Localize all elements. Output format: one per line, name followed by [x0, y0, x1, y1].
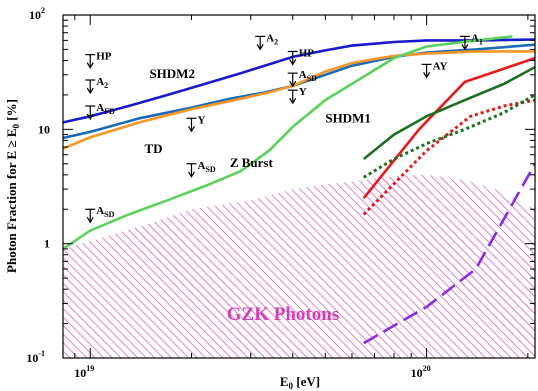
x-axis-label: E0 [eV] [280, 374, 320, 391]
y-tick-label: 102 [29, 6, 45, 22]
upper-limit-marker: Y [186, 114, 205, 133]
upper-limit-label: A2 [96, 76, 108, 90]
curve-label: SHDM2 [149, 66, 195, 81]
upper-limit-label: Y [299, 86, 307, 98]
curve-label: TD [145, 141, 163, 156]
upper-limit-label: A2 [266, 32, 278, 46]
upper-limit-label: Y [197, 114, 205, 126]
upper-limit-label: A1 [471, 32, 483, 46]
y-tick-label: 1 [44, 237, 50, 251]
upper-limit-marker: ASD [287, 69, 317, 88]
upper-limit-marker: HP [85, 51, 112, 69]
series-line-curve-8 [363, 163, 535, 345]
upper-limit-marker: Y [287, 86, 307, 105]
upper-limit-marker: ASD [85, 205, 115, 224]
upper-limit-label: ASD [96, 205, 114, 219]
series-line-curve-7 [362, 93, 535, 179]
series-line-shdm2 [63, 38, 535, 124]
upper-limit-marker: A2 [255, 32, 278, 51]
upper-limit-marker: AFD [85, 102, 115, 121]
upper-limit-marker: A1 [459, 32, 483, 51]
curve-label: Z Burst [230, 155, 274, 170]
y-tick-label: 10 [38, 122, 50, 136]
upper-limit-marker: HP [287, 47, 315, 66]
series-line-z-burst [63, 35, 513, 250]
gzk-band-label: GZK Photons [227, 304, 339, 325]
series-line-curve-6 [362, 65, 535, 161]
y-tick-label: 10-1 [26, 349, 45, 365]
upper-limit-label: ASD [197, 160, 215, 174]
curve-label: SHDM1 [325, 110, 371, 125]
y-axis-label: Photon Fraction for E ≥ E0 [%] [4, 99, 21, 273]
plot-frame [62, 14, 536, 359]
x-tick-label: 1020 [411, 364, 431, 380]
upper-limit-marker: ASD [186, 160, 216, 178]
upper-limit-label: AFD [96, 102, 115, 116]
series-line-curve-5 [362, 98, 535, 216]
gzk-band [63, 174, 535, 358]
upper-limit-label: HP [96, 51, 112, 63]
upper-limit-label: HP [299, 47, 315, 59]
x-tick-label: 1019 [74, 364, 94, 380]
upper-limit-marker: A2 [85, 76, 108, 95]
upper-limit-label: ASD [299, 69, 317, 83]
upper-limit-label: AY [433, 60, 448, 72]
series-line-curve-4 [362, 56, 535, 200]
upper-limit-marker: AY [421, 60, 448, 79]
